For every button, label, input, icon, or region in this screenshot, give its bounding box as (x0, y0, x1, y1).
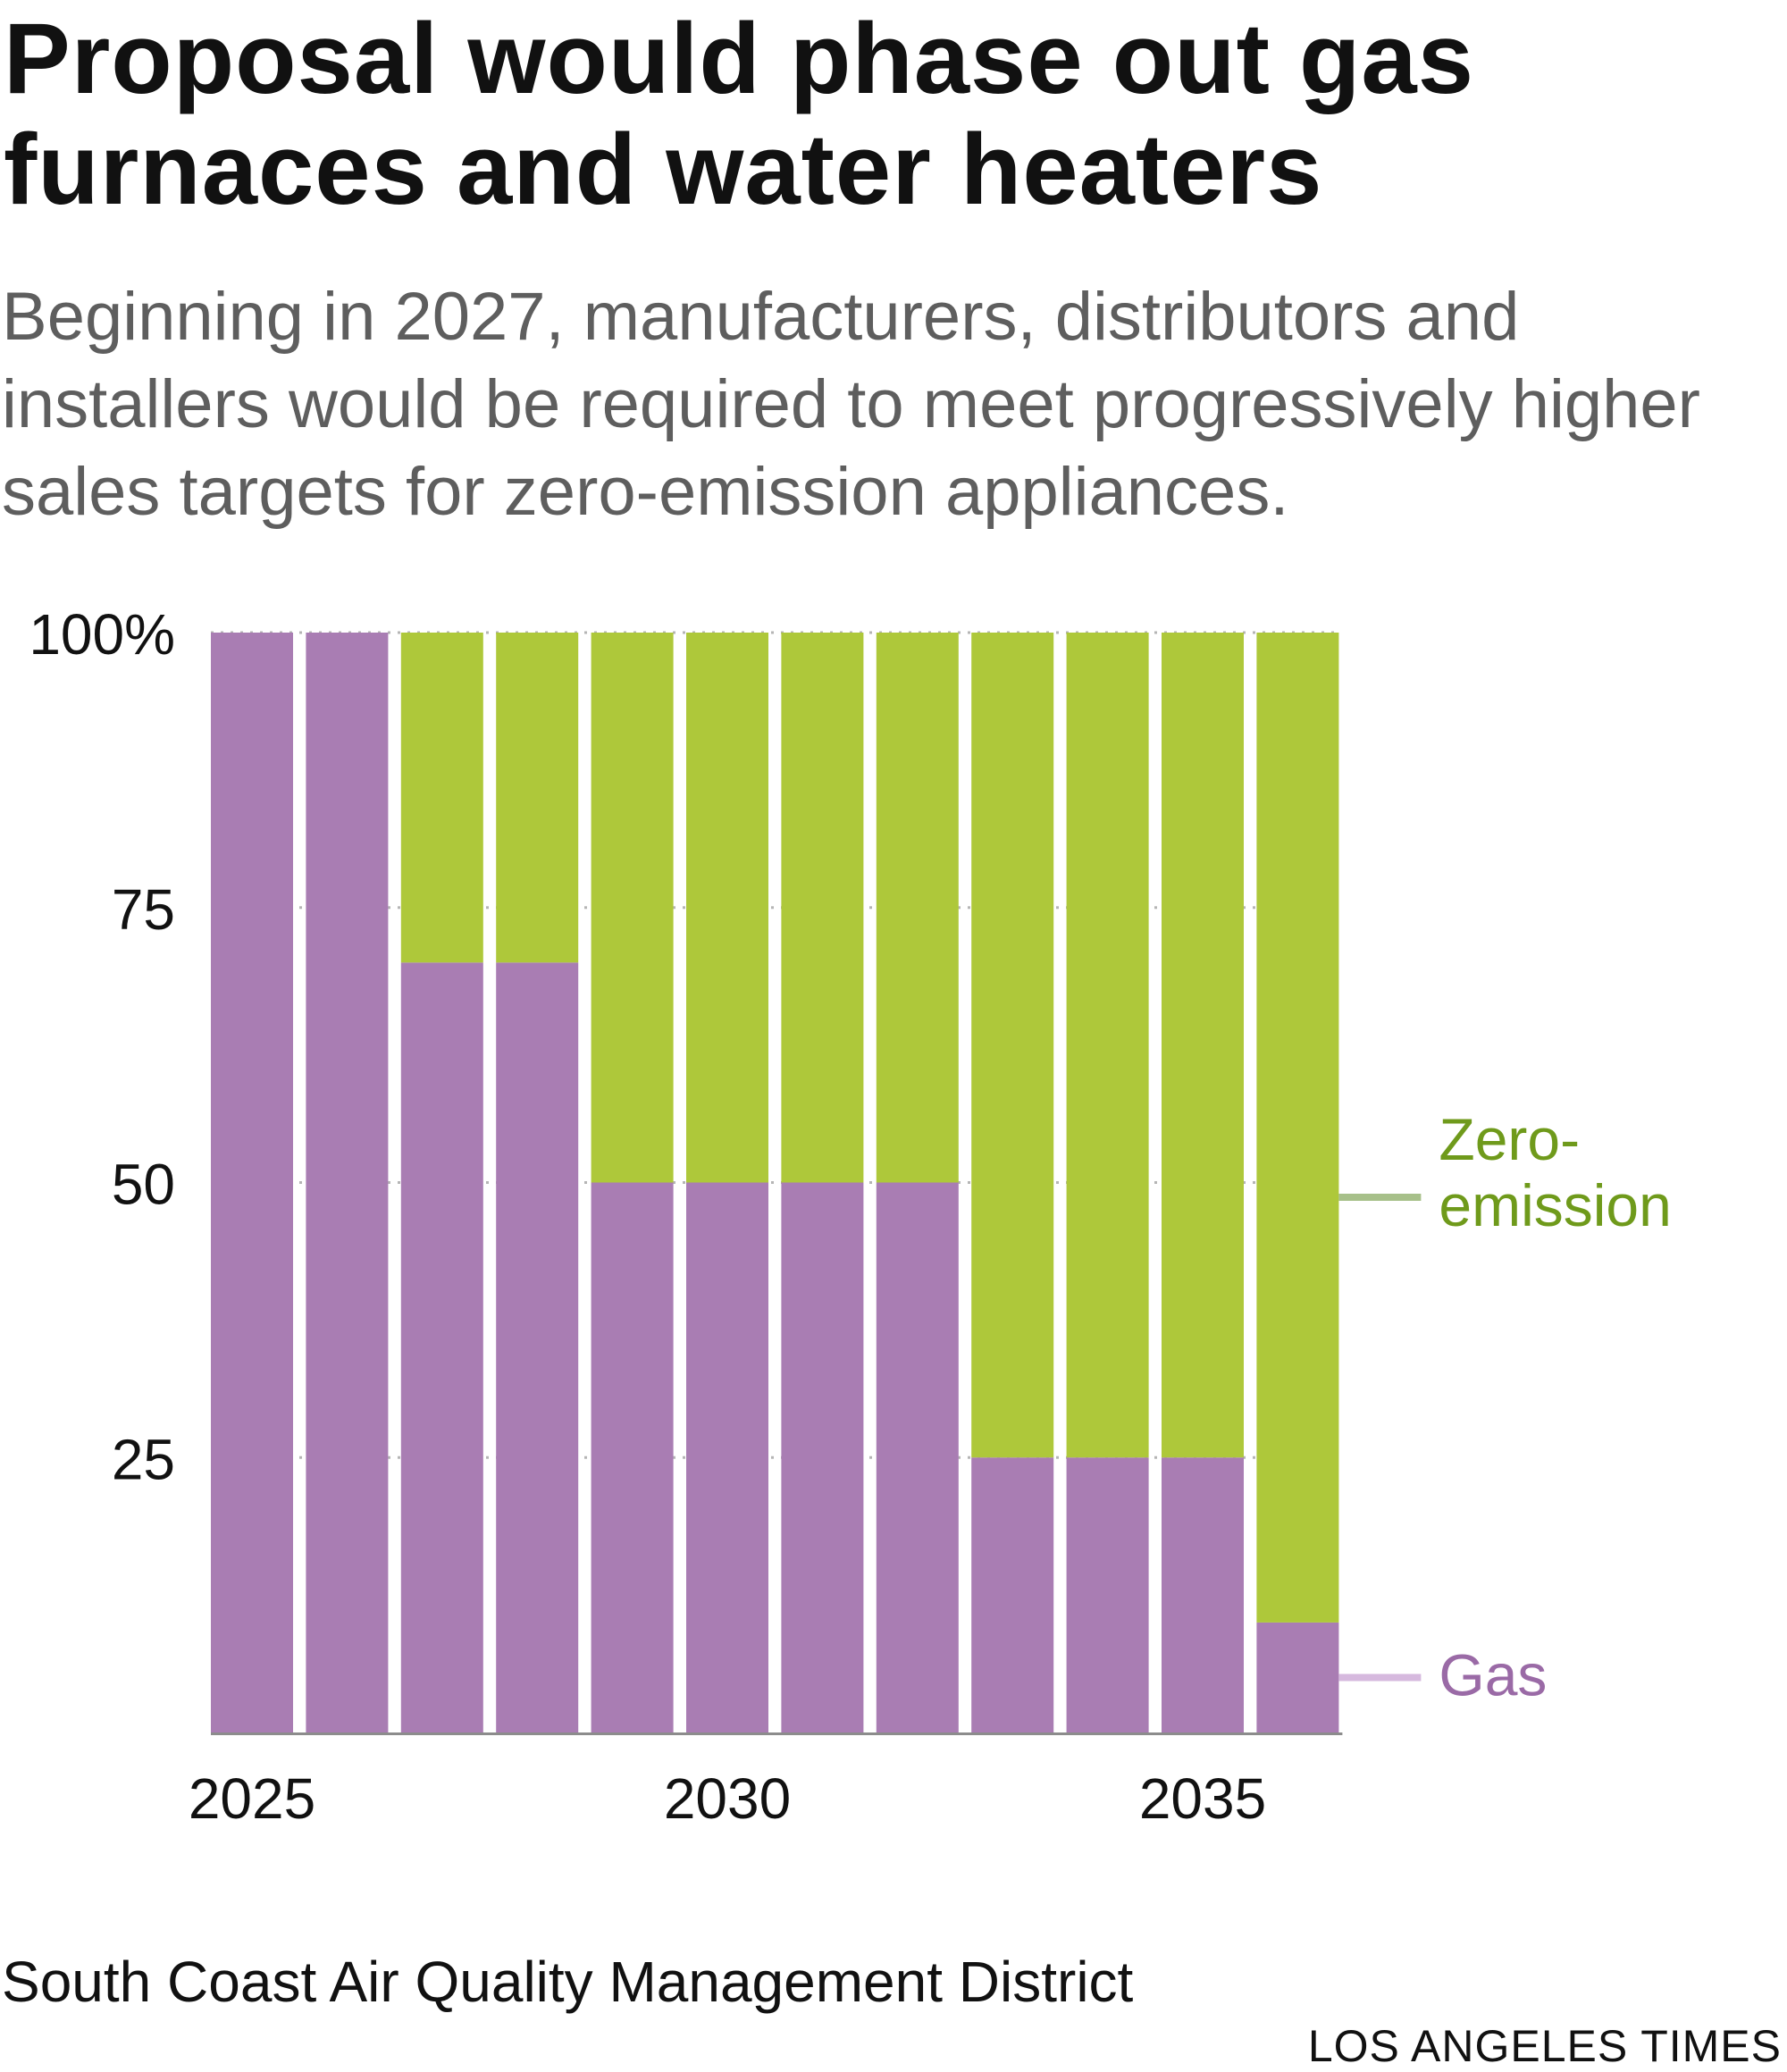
chart-subtitle: Beginning in 2027, manufacturers, distri… (2, 279, 1700, 530)
bar-gas-2034 (1066, 1457, 1149, 1732)
bar-gas-2026 (306, 633, 389, 1732)
y-tick-label: 100% (29, 602, 175, 667)
bar-gas-2030 (686, 1182, 768, 1732)
x-tick-label: 2030 (664, 1766, 791, 1831)
bar-gas-2027 (400, 962, 483, 1732)
bar-gas-2028 (496, 962, 579, 1732)
gridlines (211, 631, 1339, 1459)
bar-zero-emission-2028 (496, 633, 579, 963)
bar-zero-emission-2031 (781, 633, 864, 1183)
bar-gas-2031 (781, 1182, 864, 1732)
x-tick-label: 2025 (189, 1766, 315, 1831)
stacked-bar-chart: 25 50 75 100% 2025 2030 2035 Zero-emission Gas (29, 602, 1672, 1831)
bar-gas-2029 (591, 1182, 674, 1732)
bar-zero-emission-2029 (591, 633, 674, 1183)
bar-gas-2032 (876, 1182, 959, 1732)
bar-zero-emission-2032 (876, 633, 959, 1183)
y-tick-label: 50 (112, 1153, 175, 1217)
zero-emission-label: Zero- (1439, 1106, 1580, 1172)
bar-zero-emission-2035 (1162, 633, 1244, 1458)
gas-label: Gas (1439, 1641, 1547, 1707)
bar-zero-emission-2034 (1066, 633, 1149, 1458)
bar-zero-emission-2027 (400, 633, 483, 963)
series-labels: Zero-emission Gas (1338, 1106, 1672, 1707)
zero-emission-label: emission (1439, 1172, 1671, 1238)
bars (211, 633, 1339, 1732)
source-note: South Coast Air Quality Management Distr… (2, 1950, 1134, 2014)
publisher-credit: LOS ANGELES TIMES (1307, 2021, 1782, 2071)
bar-gas-2033 (971, 1457, 1054, 1732)
y-tick-label: 75 (112, 877, 175, 942)
chart-title: Proposal would phase out gas furnaces an… (4, 3, 1474, 225)
bar-gas-2025 (211, 633, 293, 1732)
bar-gas-2035 (1162, 1457, 1244, 1732)
bar-zero-emission-2030 (686, 633, 768, 1183)
bar-zero-emission-2033 (971, 633, 1054, 1458)
axes: 25 50 75 100% 2025 2030 2035 (29, 602, 1343, 1831)
y-tick-label: 25 (112, 1427, 175, 1491)
x-tick-label: 2035 (1139, 1766, 1266, 1831)
bar-zero-emission-2036 (1256, 633, 1339, 1623)
bar-gas-2036 (1256, 1622, 1339, 1732)
